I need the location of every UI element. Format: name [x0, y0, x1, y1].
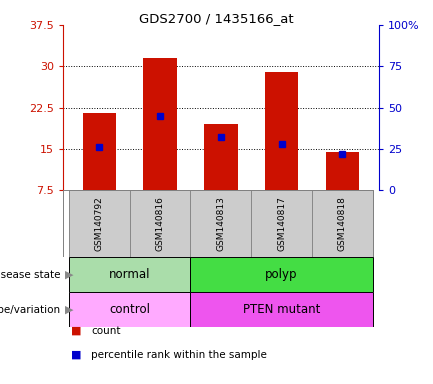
Text: count: count: [91, 326, 120, 336]
Bar: [83, 113, 116, 190]
Bar: [312, 190, 373, 257]
Bar: [204, 124, 238, 190]
Text: GSM140818: GSM140818: [338, 196, 347, 251]
Bar: [326, 152, 359, 190]
Text: GSM140792: GSM140792: [95, 196, 104, 251]
Bar: [69, 190, 129, 257]
Text: genotype/variation: genotype/variation: [0, 305, 61, 314]
Bar: [191, 190, 251, 257]
Text: percentile rank within the sample: percentile rank within the sample: [91, 350, 267, 360]
Text: ▶: ▶: [65, 270, 74, 280]
Bar: [69, 257, 191, 292]
Text: disease state: disease state: [0, 270, 61, 280]
Text: PTEN mutant: PTEN mutant: [243, 303, 320, 316]
Text: GSM140816: GSM140816: [155, 196, 165, 251]
Text: ■: ■: [71, 350, 82, 360]
Bar: [251, 190, 312, 257]
Bar: [143, 58, 177, 190]
Text: GDS2700 / 1435166_at: GDS2700 / 1435166_at: [139, 12, 294, 25]
Bar: [191, 257, 373, 292]
Text: ■: ■: [71, 326, 82, 336]
Text: GSM140817: GSM140817: [277, 196, 286, 251]
Text: ▶: ▶: [65, 305, 74, 314]
Text: polyp: polyp: [265, 268, 298, 281]
Bar: [69, 292, 191, 327]
Bar: [265, 72, 298, 190]
Bar: [129, 190, 191, 257]
Text: normal: normal: [109, 268, 150, 281]
Text: GSM140813: GSM140813: [216, 196, 225, 251]
Bar: [191, 292, 373, 327]
Text: control: control: [109, 303, 150, 316]
